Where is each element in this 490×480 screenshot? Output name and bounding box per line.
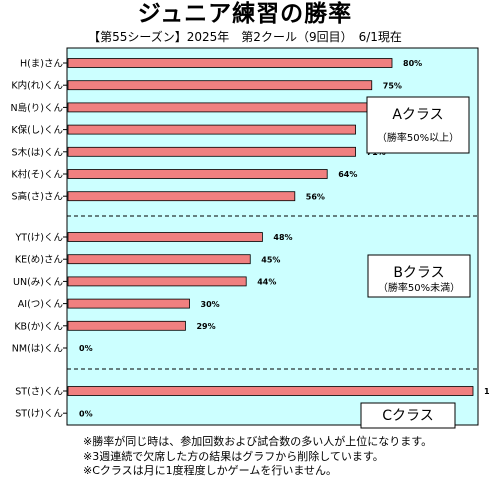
category-label: KE(め)さん (15, 255, 63, 266)
data-label: 29% (196, 322, 215, 331)
category-label: K保(し)くん (11, 124, 63, 136)
category-label: K村(そ)くん (11, 169, 63, 181)
data-label: 48% (273, 233, 292, 242)
data-label: 30% (201, 300, 220, 309)
group-label-box (360, 402, 456, 429)
note-line: ※勝率が同じ時は、参加回数および試合数の多い人が上位になります。 (83, 435, 433, 448)
bar (67, 102, 373, 113)
data-label: 75% (383, 81, 402, 90)
note-line: ※3週連続で欠席した方の結果はグラフから削除しています。 (83, 449, 384, 463)
data-label: 100% (484, 387, 490, 396)
data-label: 44% (257, 278, 276, 287)
data-label: 56% (306, 192, 325, 201)
data-label: 0% (79, 344, 93, 353)
data-label: 45% (261, 255, 280, 264)
bar (67, 169, 328, 179)
group-label: Cクラス (382, 408, 434, 424)
category-label: KB(か)くん (14, 321, 63, 332)
bar (67, 191, 296, 202)
chart-subtitle: 【第55シーズン】2025年 第2クール（9回目） 6/1現在 (88, 30, 402, 44)
group-sublabel: （勝率50%以上） (377, 131, 459, 144)
category-label: YT(け)くん (14, 233, 63, 244)
chart-notes: ※勝率が同じ時は、参加回数および試合数の多い人が上位になります。 ※3週連続で欠… (83, 435, 483, 479)
category-label: H(ま)さん (20, 59, 63, 70)
bar (67, 80, 373, 91)
group-label: Bクラス (393, 265, 444, 281)
bar (67, 124, 356, 135)
category-label: K内(れ)くん (11, 80, 63, 92)
note-line: ※Cクラスは月に1度程度しかゲームを行いません。 (83, 464, 338, 477)
bar (67, 320, 186, 331)
group-label-box (366, 96, 470, 154)
category-label: S木(は)くん (12, 146, 63, 158)
category-label: ST(さ)くん (15, 387, 63, 398)
category-label: NM(は)くん (12, 344, 63, 355)
data-label: 0% (79, 409, 93, 418)
category-label: N島(り)くん (10, 102, 63, 114)
bar (67, 58, 393, 68)
chart-title: ジュニア練習の勝率 (137, 1, 353, 27)
category-label: ST(け)くん (15, 409, 63, 420)
group-label: Aクラス (392, 107, 443, 123)
bar (67, 254, 251, 265)
bar (67, 276, 247, 287)
bar (67, 298, 190, 309)
bar (67, 232, 263, 242)
group-sublabel: （勝率50%未満） (378, 281, 460, 294)
bar (67, 386, 474, 396)
bar (67, 146, 356, 157)
data-label: 64% (338, 170, 357, 179)
data-label: 80% (403, 59, 422, 68)
category-label: UN(み)くん (13, 277, 63, 288)
category-label: AI(つ)くん (18, 299, 63, 310)
category-label: S高(さ)さん (12, 191, 63, 203)
group-label-box (367, 254, 471, 298)
